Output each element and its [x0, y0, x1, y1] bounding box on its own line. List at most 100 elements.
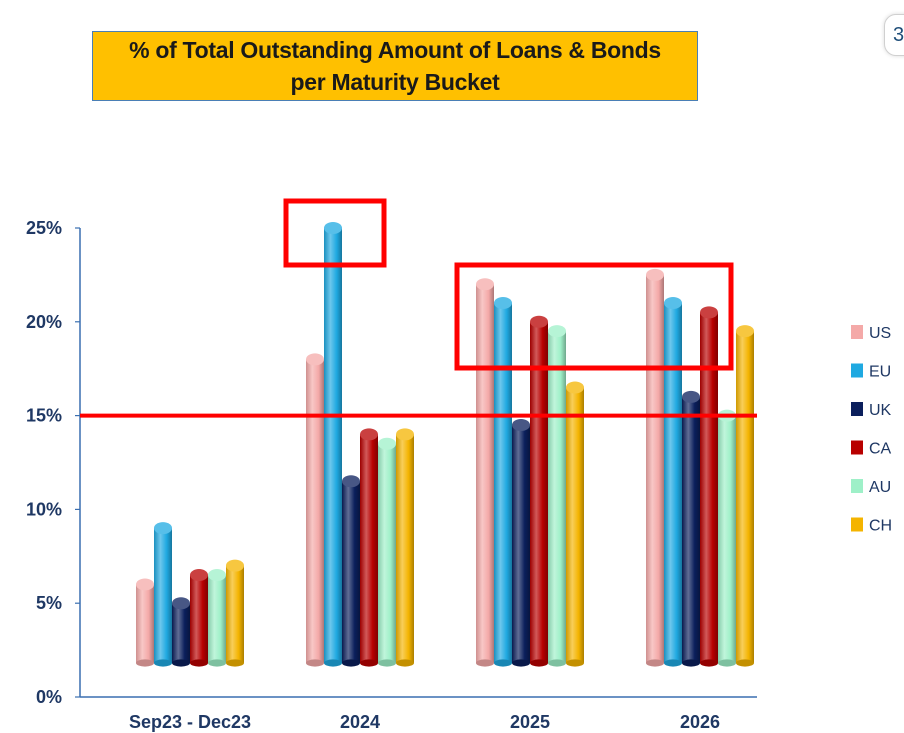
bar	[476, 278, 494, 667]
bar-body	[512, 424, 530, 663]
y-tick-label: 25%	[26, 218, 62, 238]
copy-icon[interactable]: 3	[884, 14, 904, 56]
bar-base	[566, 659, 584, 667]
bar	[566, 381, 584, 667]
legend-swatch	[851, 517, 863, 532]
bar-cap	[664, 297, 682, 310]
bar-body	[324, 228, 342, 663]
chart-title-line2: per Maturity Bucket	[290, 69, 500, 95]
legend-swatch	[851, 440, 863, 455]
legend-swatch	[851, 402, 863, 416]
bar-base	[360, 659, 378, 667]
y-tick-label: 20%	[26, 312, 62, 332]
bar-base	[646, 659, 664, 667]
bar	[494, 297, 512, 667]
bar	[172, 597, 190, 667]
x-tick-label: 2024	[340, 712, 380, 732]
bar	[718, 409, 736, 667]
bar-base	[172, 659, 190, 667]
bar-body	[226, 565, 244, 663]
bar	[226, 559, 244, 667]
bar-cap	[700, 306, 718, 319]
bar-cap	[324, 222, 342, 234]
bar-base	[342, 659, 360, 667]
bar	[136, 578, 154, 667]
bar-cap	[378, 437, 396, 450]
legend-label: AU	[869, 479, 891, 496]
bar-body	[306, 359, 324, 663]
highlight-box-2025-2026	[454, 262, 734, 371]
highlight-box-2024-eu	[283, 198, 387, 268]
bar-cap	[646, 268, 664, 281]
bar-cap	[548, 325, 566, 338]
chart-title-line1: % of Total Outstanding Amount of Loans &…	[129, 37, 661, 63]
bar-base	[512, 659, 530, 667]
bar-body	[360, 434, 378, 663]
bar	[342, 475, 360, 667]
bar	[208, 569, 226, 667]
bar-cap	[476, 278, 494, 291]
bar-base	[700, 659, 718, 667]
bar-cap	[494, 297, 512, 310]
bar-cap	[190, 569, 208, 582]
bar-cap	[682, 390, 700, 403]
bar-body	[172, 603, 190, 663]
legend-label: CH	[869, 518, 892, 535]
bar-body	[530, 321, 548, 663]
bar-base	[548, 659, 566, 667]
bar	[548, 325, 566, 667]
bar	[190, 569, 208, 667]
bar-body	[494, 303, 512, 663]
bar	[378, 437, 396, 667]
x-tick-label: Sep23 - Dec23	[129, 712, 251, 732]
bar-base	[494, 659, 512, 667]
y-tick-label: 5%	[36, 593, 62, 613]
bar	[306, 353, 324, 667]
bar-body	[718, 415, 736, 663]
bar-base	[396, 659, 414, 667]
bar-cap	[136, 578, 154, 591]
bar-base	[682, 659, 700, 667]
bar-body	[190, 575, 208, 663]
bar-body	[548, 331, 566, 663]
bar-body	[396, 434, 414, 663]
bar-cap	[306, 353, 324, 366]
bar-base	[226, 659, 244, 667]
bar-cap	[736, 325, 754, 338]
bar-base	[190, 659, 208, 667]
bar-cap	[396, 428, 414, 441]
bar-body	[664, 303, 682, 663]
bar-base	[530, 659, 548, 667]
x-tick-label: 2026	[680, 712, 720, 732]
bar-cap	[530, 315, 548, 328]
x-tick-label: 2025	[510, 712, 550, 732]
bar-body	[736, 331, 754, 663]
bar-body	[154, 528, 172, 663]
bar	[646, 268, 664, 667]
chart-title-box: % of Total Outstanding Amount of Loans &…	[92, 31, 698, 101]
bar	[324, 222, 342, 667]
bar	[396, 428, 414, 667]
bar-cap	[208, 569, 226, 582]
bar-body	[208, 575, 226, 663]
bar	[664, 297, 682, 667]
legend-swatch	[851, 325, 863, 339]
y-tick-label: 15%	[26, 406, 62, 426]
bar-body	[342, 481, 360, 663]
bar-body	[566, 387, 584, 663]
bar-base	[208, 659, 226, 667]
legend-swatch	[851, 479, 863, 493]
bar-base	[476, 659, 494, 667]
bar-body	[700, 312, 718, 663]
bar-base	[136, 659, 154, 667]
bar	[736, 325, 754, 667]
bar-body	[646, 274, 664, 663]
bar-body	[378, 443, 396, 663]
bar-cap	[566, 381, 584, 394]
bar-base	[664, 659, 682, 667]
bar	[360, 428, 378, 667]
bar-body	[136, 584, 154, 663]
legend-label: UK	[869, 402, 892, 419]
bar	[700, 306, 718, 667]
